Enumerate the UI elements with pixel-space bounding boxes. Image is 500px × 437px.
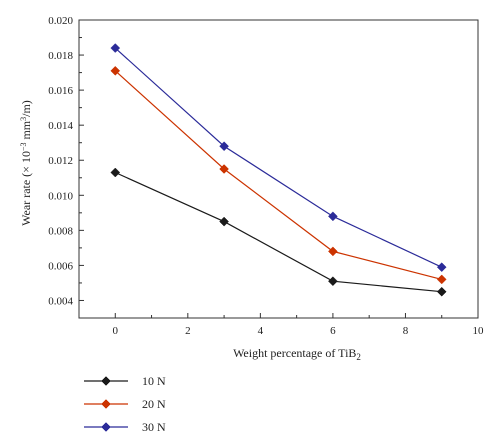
data-point	[219, 164, 229, 174]
legend-label: 20 N	[142, 397, 166, 411]
series-layer	[110, 43, 447, 297]
data-point	[110, 167, 121, 178]
y-tick-label: 0.012	[48, 155, 73, 167]
y-tick-label: 0.008	[48, 225, 73, 237]
x-tick-label: 10	[473, 325, 485, 337]
data-point	[436, 286, 447, 297]
series-line-2	[114, 47, 442, 268]
data-point	[436, 274, 447, 285]
x-tick-label: 6	[330, 325, 336, 337]
y-tick-label: 0.016	[48, 85, 73, 97]
x-tick-label: 4	[258, 325, 264, 337]
series-line-0	[115, 171, 442, 293]
y-tick-label: 0.004	[48, 295, 73, 307]
legend-marker	[101, 422, 111, 432]
data-point	[110, 43, 121, 53]
data-point	[219, 141, 229, 152]
legend-marker	[101, 376, 111, 386]
y-tick-label: 0.014	[48, 120, 73, 132]
data-point	[328, 246, 338, 257]
y-tick-label: 0.018	[48, 50, 73, 62]
y-tick-label: 0.010	[48, 190, 73, 202]
legend-marker	[101, 399, 111, 409]
legend: 10 N 20 N 30 N	[84, 374, 166, 434]
x-tick-label: 2	[185, 325, 191, 337]
legend-label: 30 N	[142, 420, 166, 434]
data-point	[328, 276, 338, 287]
y-tick-label: 0.006	[48, 260, 73, 272]
data-point	[328, 211, 338, 222]
x-tick-label: 0	[113, 325, 119, 337]
plot-area	[78, 19, 479, 319]
plot-frame	[78, 19, 479, 319]
data-point	[110, 65, 121, 76]
data-point	[219, 216, 229, 227]
tick-labels: 0 2 4 6 8 10 0.004 0.006 0.008 0.010 0.012 0.014 0.0…	[48, 15, 484, 337]
data-point	[436, 262, 447, 273]
x-axis-label: Weight percentage of TiB2	[233, 346, 361, 362]
legend-label: 10 N	[142, 374, 166, 388]
y-tick-label: 0.020	[48, 15, 73, 27]
y-axis-label: Wear rate (× 10−3 mm3/m)	[19, 100, 33, 226]
series-line-1	[114, 70, 442, 281]
x-tick-label: 8	[403, 325, 409, 337]
